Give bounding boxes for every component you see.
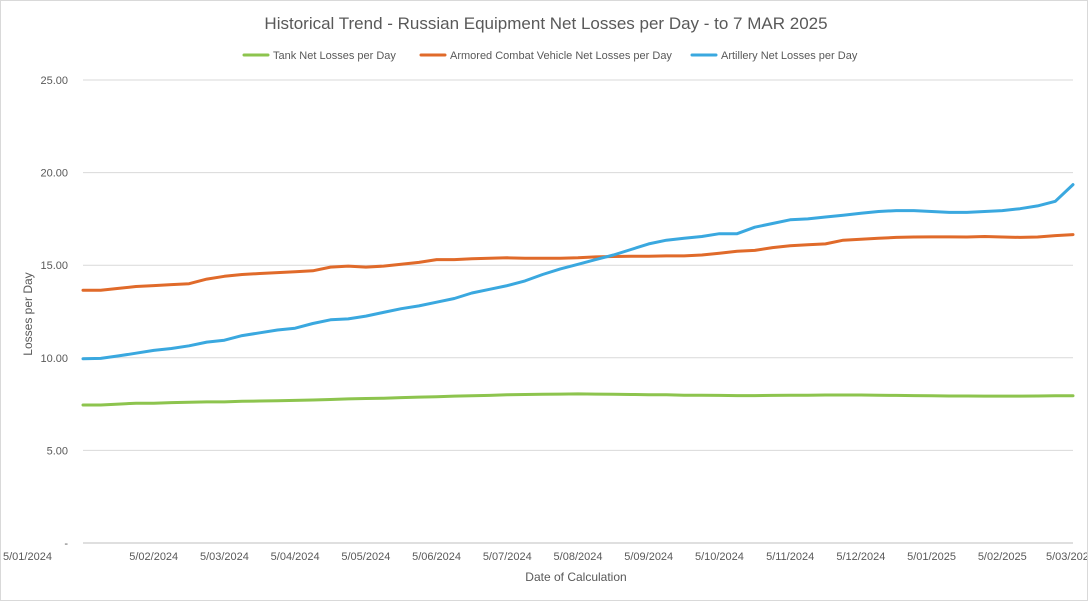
x-tick-label: 5/06/2024	[412, 551, 461, 563]
series-line-0	[81, 392, 1075, 407]
y-tick-label: 25.00	[40, 75, 68, 87]
legend-label: Artillery Net Losses per Day	[721, 50, 858, 62]
x-tick-label: 5/01/2025	[907, 551, 956, 563]
series-line-2	[81, 183, 1075, 361]
x-tick-label: 5/12/2024	[836, 551, 885, 563]
x-axis-title: Date of Calculation	[525, 570, 626, 584]
x-tick-label: 5/01/2024	[3, 551, 52, 563]
x-tick-label: 5/10/2024	[695, 551, 744, 563]
series-lines	[81, 183, 1075, 407]
x-tick-label: 5/09/2024	[624, 551, 673, 563]
x-tick-label: 5/11/2024	[766, 551, 814, 563]
y-tick-label: 5.00	[47, 445, 68, 457]
legend-label: Tank Net Losses per Day	[273, 50, 396, 62]
x-tick-label: 5/04/2024	[271, 551, 320, 563]
x-tick-label: 5/05/2024	[341, 551, 390, 563]
y-axis-title: Losses per Day	[21, 272, 35, 355]
y-axis-ticks: - 5.00 10.00 15.00 20.00 25.00	[40, 75, 68, 550]
x-axis-ticks: 5/01/2024 5/02/2024 5/03/2024 5/04/2024 5/05…	[3, 551, 1087, 563]
legend-label: Armored Combat Vehicle Net Losses per Da…	[450, 50, 672, 62]
x-tick-label: 5/03/2025	[1046, 551, 1087, 563]
x-tick-label: 5/08/2024	[554, 551, 603, 563]
x-tick-label: 5/02/2024	[129, 551, 178, 563]
y-tick-label: 20.00	[40, 168, 68, 180]
x-tick-label: 5/02/2025	[978, 551, 1027, 563]
x-tick-label: 5/03/2024	[200, 551, 249, 563]
y-tick-label: -	[64, 538, 68, 550]
legend: Tank Net Losses per Day Armored Combat Ve…	[242, 50, 858, 62]
x-tick-label: 5/07/2024	[483, 551, 532, 563]
y-tick-label: 10.00	[40, 353, 68, 365]
series-line-1	[81, 233, 1075, 292]
y-tick-label: 15.00	[40, 260, 68, 272]
chart-title: Historical Trend - Russian Equipment Net…	[264, 14, 827, 33]
